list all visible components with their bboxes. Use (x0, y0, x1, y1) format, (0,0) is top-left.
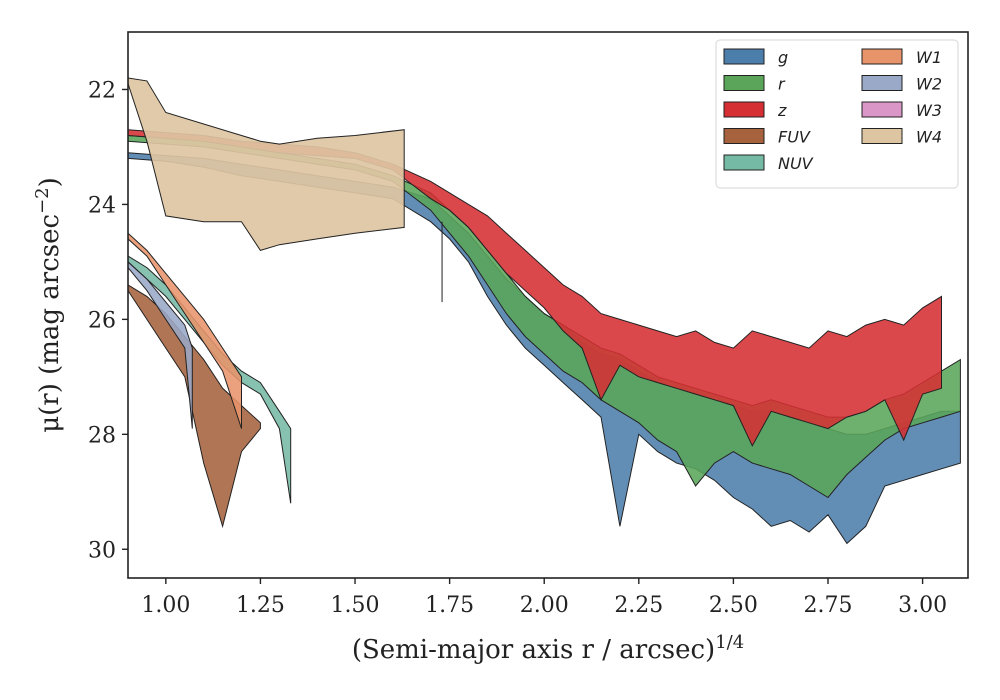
legend-label: FUV (778, 128, 811, 147)
y-tick-label: 26 (88, 308, 116, 333)
legend-swatch (723, 154, 765, 171)
x-tick-label: 2.00 (520, 593, 569, 618)
band-z (128, 129, 942, 447)
legend: grz FUV NUV W1 W2 W3 W4 (715, 39, 959, 189)
legend-swatch (861, 128, 903, 144)
legend-swatch (861, 101, 903, 118)
x-tick-label: 2.25 (614, 593, 663, 618)
band-w1 (128, 232, 242, 429)
legend-label: W2 (916, 75, 942, 94)
legend-swatch (723, 101, 765, 118)
legend-item-nuv: NUV (723, 154, 814, 173)
legend-swatch (723, 48, 765, 65)
x-tick-label: 2.50 (709, 593, 758, 618)
legend-label: r (778, 75, 786, 94)
legend-label: W1 (916, 48, 942, 67)
legend-label: NUV (778, 154, 814, 173)
plot-area (128, 77, 961, 545)
x-tick-label: 1.00 (141, 593, 190, 618)
axes: 1.00 1.25 1.50 1.75 2.00 2.25 2.50 2.75 3.00 22 24… (32, 31, 969, 665)
legend-item-g: g (723, 48, 788, 67)
legend-item-w2: W2 (861, 75, 942, 94)
x-tick-label: 3.00 (898, 593, 947, 618)
legend-item-w4: W4 (861, 128, 942, 147)
legend-label: g (778, 48, 788, 67)
y-tick-label: 30 (88, 538, 116, 563)
legend-label: W3 (916, 101, 942, 120)
legend-item-r: r (723, 75, 786, 94)
legend-item-w3: W3 (861, 101, 942, 120)
x-tick-label: 1.75 (425, 593, 474, 618)
legend-swatch (723, 75, 765, 91)
x-axis-label: (Semi-major axis r / arcsec)1/4 (352, 632, 744, 665)
x-tick-label: 1.25 (236, 593, 285, 618)
legend-swatch (723, 128, 765, 144)
y-tick-label: 28 (88, 423, 116, 448)
legend-item-z: z (723, 101, 787, 120)
legend-item-fuv: FUV (723, 128, 811, 147)
axes-frame (127, 31, 969, 579)
legend-label: z (777, 101, 787, 120)
y-tick-label: 24 (88, 193, 116, 218)
legend-label: W4 (916, 128, 942, 147)
legend-swatch (861, 75, 903, 91)
x-tick-label: 2.75 (804, 593, 853, 618)
legend-item-w1: W1 (861, 48, 942, 67)
y-axis-label: μ(r) (mag arcsec−2) (32, 177, 65, 433)
legend-swatch (861, 48, 903, 65)
band-w2 (128, 261, 193, 429)
band-w4 (128, 77, 405, 251)
y-tick-label: 22 (88, 78, 116, 103)
x-tick-label: 1.50 (331, 593, 380, 618)
